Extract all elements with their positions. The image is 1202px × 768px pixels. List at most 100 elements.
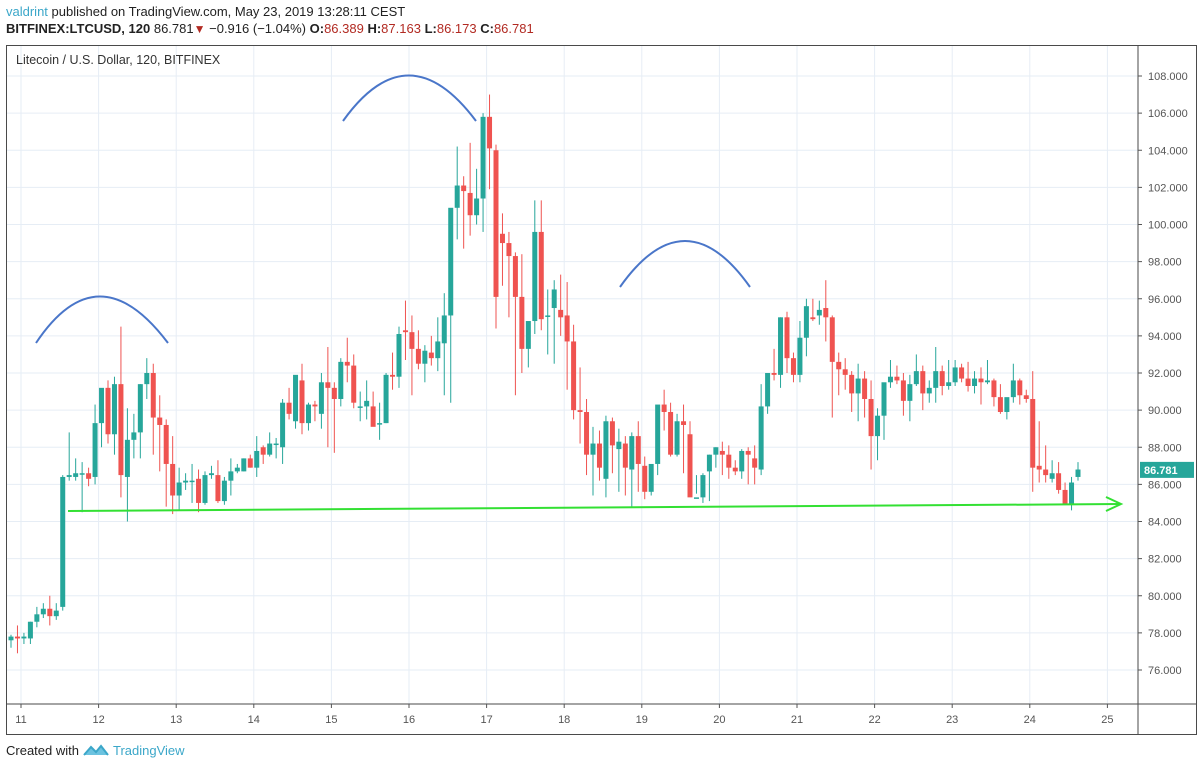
candle: [202, 475, 208, 503]
candles: [8, 94, 1081, 654]
candle: [584, 411, 590, 455]
arrow-head-icon: [1105, 496, 1124, 512]
price-tick-label: 90.000: [1148, 405, 1182, 417]
time-tick-label: 25: [1101, 714, 1113, 726]
candle: [655, 404, 661, 464]
support-trendline[interactable]: [67, 503, 1121, 512]
time-axis[interactable]: 11 12 13 14 15 16 17 18 19 20 21 22 23 24 25: [15, 704, 1114, 726]
svg-text:86.781: 86.781: [1144, 465, 1178, 477]
candle: [972, 378, 978, 386]
candle: [1075, 469, 1081, 477]
candle: [836, 361, 842, 370]
candle: [325, 382, 331, 388]
candle: [778, 317, 784, 375]
open-label: O:: [309, 21, 325, 36]
candle: [797, 337, 803, 375]
candle: [519, 296, 525, 349]
price-tick-label: 96.000: [1148, 294, 1182, 306]
tradingview-logo-icon: [83, 744, 109, 756]
candle: [21, 636, 27, 639]
candle: [719, 450, 725, 455]
candle: [234, 467, 240, 472]
time-tick-label: 11: [15, 714, 26, 726]
footer: Created with TradingView: [6, 742, 185, 758]
candle: [383, 374, 389, 424]
candle: [978, 378, 984, 383]
candle: [40, 608, 46, 615]
created-with-text: Created with: [6, 742, 79, 758]
candle: [939, 371, 945, 386]
candle: [862, 378, 868, 399]
candle: [228, 471, 234, 481]
left-shoulder-arc[interactable]: [35, 295, 169, 344]
head-arc[interactable]: [342, 74, 477, 122]
candle: [810, 317, 816, 320]
price-axis[interactable]: 108.000 106.000 104.000 102.000 100.000 98.00…: [1138, 71, 1188, 677]
time-tick-label: 17: [480, 714, 492, 726]
candle: [790, 358, 796, 375]
chart-legend-title: Litecoin / U.S. Dollar, 120, BITFINEX: [16, 53, 221, 67]
grid: [7, 46, 1138, 704]
candle: [926, 387, 932, 394]
candle: [422, 350, 428, 364]
candle: [668, 411, 674, 455]
candle: [286, 402, 292, 414]
candle: [933, 371, 939, 388]
candle: [1036, 465, 1042, 470]
candle: [577, 410, 583, 412]
candle: [1023, 395, 1029, 399]
candle: [79, 473, 85, 475]
candle: [629, 436, 635, 470]
candle: [409, 332, 415, 349]
publish-info: valdrint published on TradingView.com, M…: [6, 4, 405, 19]
time-tick-label: 15: [325, 714, 337, 726]
candle: [176, 482, 182, 496]
candle: [849, 374, 855, 394]
down-arrow-icon: ▼: [193, 22, 206, 36]
candle: [370, 406, 376, 427]
candle: [92, 423, 98, 477]
time-tick-label: 24: [1024, 714, 1036, 726]
candle: [952, 367, 958, 383]
time-tick-label: 16: [403, 714, 415, 726]
candle: [881, 382, 887, 416]
candle: [765, 373, 771, 407]
tradingview-brand-link[interactable]: TradingView: [112, 742, 185, 758]
candle: [487, 116, 493, 149]
price-tick-label: 82.000: [1148, 554, 1182, 566]
candle: [959, 367, 965, 379]
candle: [377, 423, 383, 425]
candle: [448, 207, 454, 316]
candle: [603, 421, 609, 479]
candle: [396, 334, 402, 377]
candle: [157, 417, 163, 425]
candle: [752, 458, 758, 468]
candle: [131, 432, 137, 440]
candle: [105, 387, 111, 435]
price-tick-label: 108.000: [1148, 71, 1188, 83]
candle: [571, 341, 577, 411]
candle: [267, 443, 273, 455]
candle: [364, 400, 370, 407]
low-value: 86.173: [436, 21, 477, 36]
low-label: L:: [424, 21, 437, 36]
candle: [745, 450, 751, 455]
candle: [467, 192, 473, 216]
high-value: 87.163: [381, 21, 421, 36]
candle: [946, 382, 952, 386]
candle: [499, 233, 505, 244]
author-link[interactable]: valdrint: [6, 4, 48, 19]
candle: [1062, 489, 1068, 505]
candle: [163, 424, 169, 464]
candle: [34, 614, 40, 622]
time-tick-label: 19: [636, 714, 648, 726]
candle: [415, 348, 421, 364]
price-tick-label: 92.000: [1148, 368, 1182, 380]
candle: [111, 384, 117, 435]
candle: [299, 380, 305, 424]
candle: [596, 443, 602, 468]
close-value: 86.781: [493, 21, 534, 36]
time-tick-label: 12: [92, 714, 104, 726]
right-shoulder-arc[interactable]: [619, 240, 751, 288]
